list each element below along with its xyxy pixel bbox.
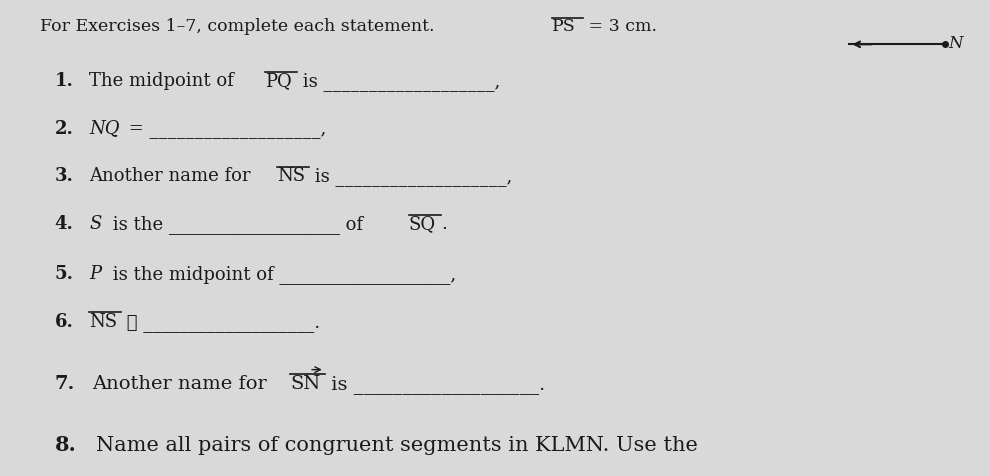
Text: ≅ ___________________.: ≅ ___________________. [121,313,321,331]
Text: is the ___________________ of: is the ___________________ of [107,215,368,233]
Text: = ___________________,: = ___________________, [123,120,326,138]
Text: Another name for: Another name for [89,167,256,185]
Text: 5.: 5. [54,265,73,282]
Text: For Exercises 1–7, complete each statement.: For Exercises 1–7, complete each stateme… [40,18,446,35]
Text: is ___________________,: is ___________________, [297,72,501,90]
Text: 7.: 7. [54,374,75,392]
Text: .: . [442,215,446,232]
Text: P: P [89,265,101,282]
Text: is the midpoint of ___________________,: is the midpoint of ___________________, [107,265,456,283]
Text: 8.: 8. [54,434,76,454]
Text: N: N [948,35,963,51]
Text: = 3 cm.: = 3 cm. [583,18,657,35]
Text: PS: PS [552,18,576,35]
Text: is ___________________.: is ___________________. [325,374,544,393]
Text: PQ: PQ [265,72,292,89]
Text: 1.: 1. [54,72,73,89]
Text: NQ: NQ [89,119,120,137]
Text: S: S [89,215,101,232]
Text: 2.: 2. [54,119,73,137]
Text: The midpoint of: The midpoint of [89,72,240,89]
Text: Name all pairs of congruent segments in KLMN. Use the: Name all pairs of congruent segments in … [96,435,698,454]
Text: 3.: 3. [54,167,73,185]
Text: is ___________________,: is ___________________, [309,167,513,186]
Text: SN: SN [290,374,321,392]
Text: NS: NS [89,312,117,330]
Text: 6.: 6. [54,312,73,330]
Text: 4.: 4. [54,215,73,232]
Text: NS: NS [277,167,305,185]
Text: SQ: SQ [409,215,436,232]
Text: Another name for: Another name for [92,374,273,392]
